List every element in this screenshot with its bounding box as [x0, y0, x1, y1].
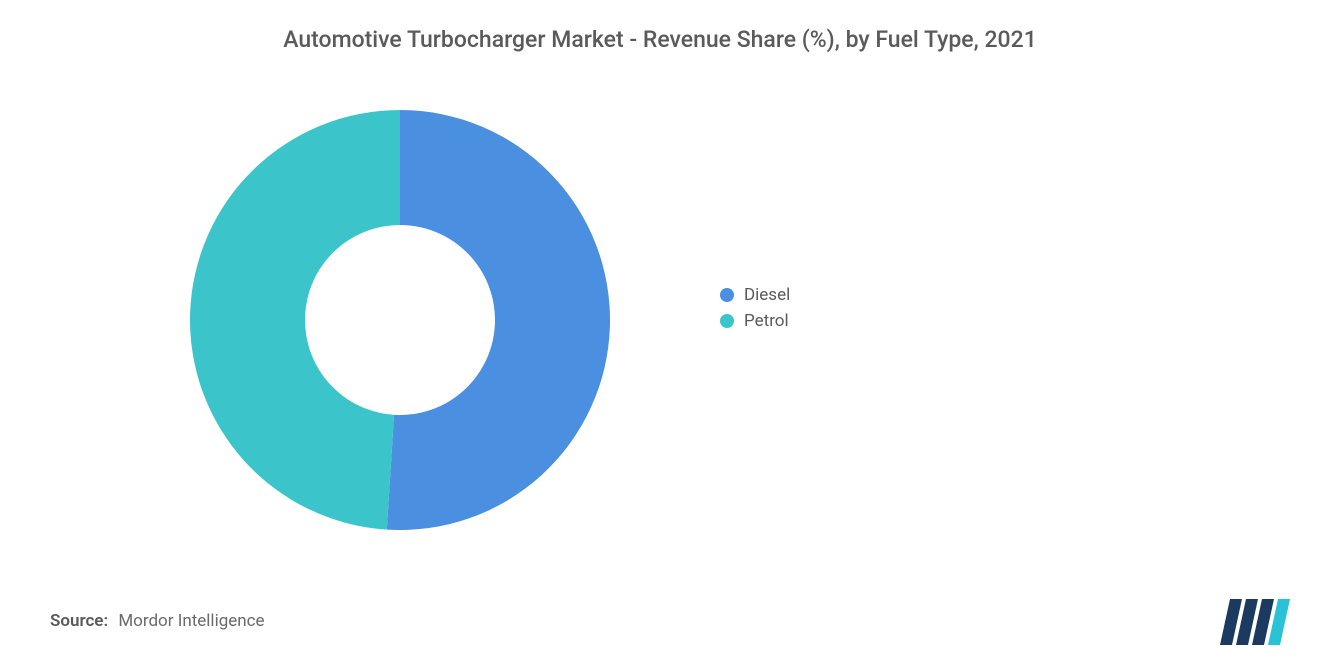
- legend-swatch: [720, 288, 734, 302]
- legend-item-petrol: Petrol: [720, 311, 790, 331]
- donut-chart: [180, 100, 620, 540]
- source-attribution: Source: Mordor Intelligence: [50, 611, 265, 631]
- source-text: Mordor Intelligence: [118, 611, 264, 631]
- legend-item-diesel: Diesel: [720, 285, 790, 305]
- chart-title: Automotive Turbocharger Market - Revenue…: [0, 26, 1320, 53]
- source-label: Source:: [50, 611, 108, 631]
- donut-slice-petrol: [190, 110, 400, 530]
- legend-label: Diesel: [744, 285, 790, 305]
- legend: Diesel Petrol: [720, 285, 790, 337]
- legend-label: Petrol: [744, 311, 789, 331]
- legend-swatch: [720, 314, 734, 328]
- brand-logo: [1220, 599, 1290, 645]
- donut-slice-diesel: [387, 110, 610, 530]
